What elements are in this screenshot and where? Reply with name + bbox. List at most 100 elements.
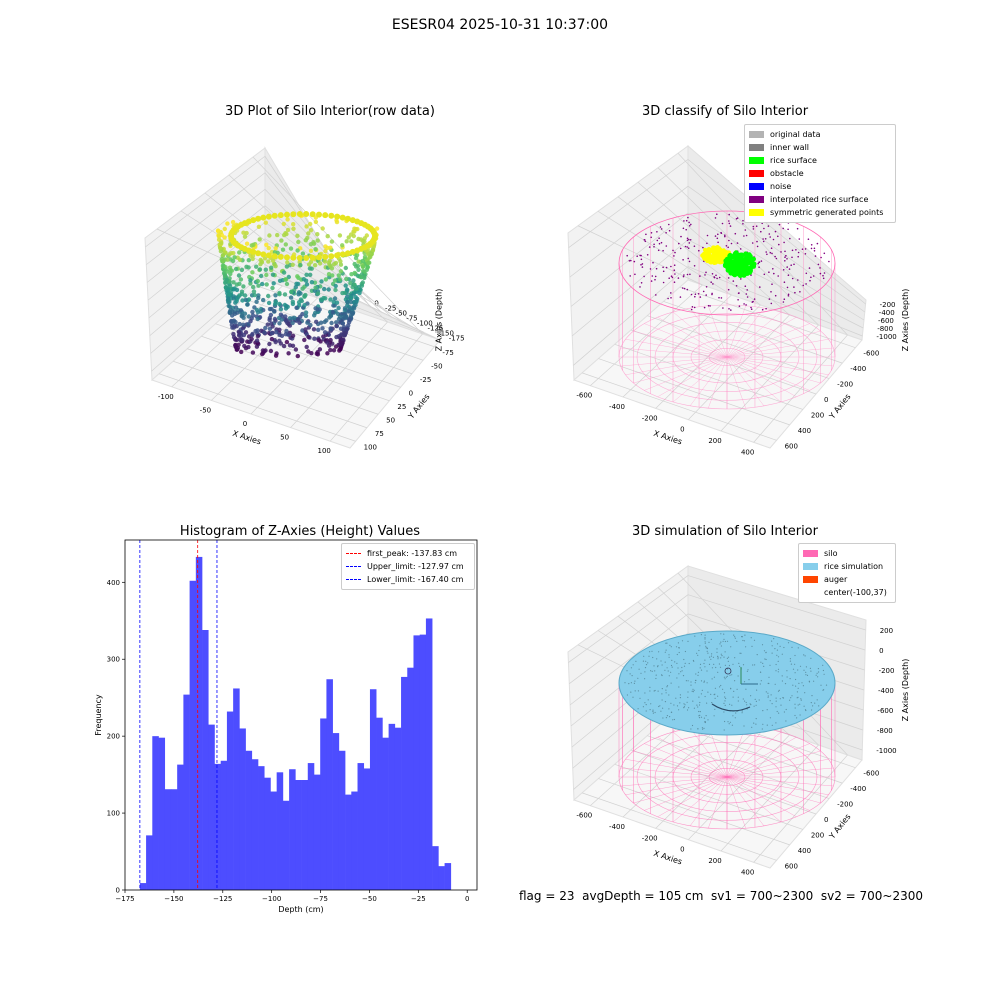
p4-rice-mesh-point — [720, 653, 722, 655]
p4-rice-mesh-point — [711, 653, 713, 655]
p4-rice-mesh-point — [659, 705, 661, 707]
p1-data-point — [288, 246, 294, 251]
p4-rice-mesh-point — [644, 667, 647, 669]
p1-data-point — [240, 298, 245, 303]
p1-data-point — [241, 284, 246, 289]
p4-rice-mesh-point — [704, 638, 706, 640]
p1-data-point — [270, 272, 276, 277]
p1-ztick-label: -75 — [406, 315, 417, 323]
p1-data-point — [315, 307, 320, 312]
p4-rice-mesh-point — [704, 695, 706, 698]
p1-data-point — [269, 331, 275, 336]
p4-rice-mesh-point — [809, 667, 812, 670]
p1-rim-point — [316, 211, 322, 218]
p4-rice-mesh-point — [678, 686, 680, 688]
p4-rice-mesh-point — [731, 674, 733, 676]
panel2-title: 3D classify of Silo Interior — [641, 104, 809, 119]
p4-xtick-label: -400 — [609, 823, 625, 831]
p4-rice-mesh-point — [822, 664, 824, 666]
p1-xgrid-wall — [228, 174, 388, 323]
p4-rice-mesh-point — [710, 658, 712, 660]
p4-rice-mesh-point — [823, 673, 825, 675]
p2-zgrid — [569, 185, 689, 278]
p4-rice-mesh-point — [660, 660, 662, 662]
p1-data-point — [273, 246, 278, 251]
p4-rice-mesh-point — [734, 680, 736, 682]
p1-data-point — [288, 295, 294, 300]
p2-silo-spoke — [726, 338, 829, 358]
p1-data-point — [325, 340, 330, 345]
p1-data-point — [325, 234, 330, 239]
p1-data-point — [295, 317, 301, 322]
p4-rice-mesh-point — [717, 655, 719, 658]
p1-data-point — [272, 309, 277, 314]
p1-data-point — [342, 308, 348, 313]
p4-rice-mesh-point — [687, 680, 689, 682]
p1-rim-point — [284, 211, 290, 218]
p1-data-point — [255, 316, 260, 322]
p4-rice-mesh-point — [765, 651, 767, 654]
p1-data-point — [282, 292, 288, 297]
p4-rice-mesh-point — [738, 662, 740, 665]
p1-data-point — [308, 248, 314, 253]
p4-rice-mesh-point — [665, 689, 667, 691]
p4-rice-mesh-point — [705, 645, 707, 647]
p4-rice-mesh-point — [714, 687, 717, 689]
p1-xtick-label: 0 — [243, 420, 247, 428]
p4-rice-mesh-point — [797, 647, 799, 649]
p1-data-point — [290, 262, 295, 267]
p1-data-point — [241, 230, 246, 235]
p4-rice-mesh-point — [787, 642, 790, 644]
p4-ytick-label: 200 — [811, 831, 824, 839]
p1-data-point — [308, 228, 314, 233]
p1-rim-point — [250, 217, 257, 224]
p1-data-point — [295, 353, 300, 359]
p4-rice-mesh-point — [665, 642, 667, 644]
p4-rice-mesh-point — [751, 726, 753, 728]
p4-rice-mesh-point — [754, 664, 756, 666]
p4-rice-mesh-point — [733, 690, 735, 693]
p1-data-point — [315, 291, 321, 296]
p1-rim-point — [334, 213, 341, 220]
p1-data-point — [250, 309, 255, 315]
p1-data-point — [254, 307, 260, 313]
p1-data-point — [239, 349, 244, 355]
p4-ytick-label: 400 — [798, 847, 811, 855]
p4-rice-mesh-point — [706, 650, 708, 652]
p4-rice-mesh-point — [729, 674, 731, 676]
p1-data-point — [277, 290, 282, 296]
p4-rice-mesh-point — [633, 682, 636, 685]
p4-rice-mesh-point — [708, 641, 710, 644]
p1-data-point — [303, 327, 308, 332]
p1-data-point — [233, 305, 239, 310]
p1-data-point — [309, 351, 314, 356]
p4-rice-mesh-point — [767, 696, 769, 698]
p1-data-point — [325, 245, 330, 251]
p4-rice-mesh-point — [700, 669, 703, 671]
p4-rice-mesh-point — [717, 671, 719, 673]
p4-rice-mesh-point — [649, 690, 651, 692]
p1-data-point — [252, 292, 257, 298]
p4-rice-mesh-point — [769, 664, 771, 666]
p4-ztick-label: 0 — [879, 647, 883, 655]
p1-data-point — [348, 281, 353, 286]
p1-zgrid — [264, 238, 414, 328]
p4-rice-mesh-point — [744, 700, 746, 702]
p4-rice-mesh-point — [815, 674, 817, 676]
p4-rice-mesh-point — [744, 634, 746, 636]
p4-rice-mesh-point — [711, 667, 714, 669]
p2-interp-point — [668, 223, 670, 226]
p4-rice-mesh-point — [696, 704, 698, 706]
p4-rice-mesh-point — [687, 696, 689, 698]
p4-rice-mesh-point — [723, 692, 726, 694]
p1-data-point — [295, 248, 300, 253]
p1-data-point — [233, 343, 238, 348]
p1-data-point — [330, 310, 336, 315]
p2-interp-point — [782, 269, 785, 271]
p2-floor-pane — [573, 279, 863, 449]
p1-data-point — [276, 315, 282, 321]
p4-rice-mesh-point — [634, 680, 636, 682]
p4-rice-mesh-point — [704, 721, 707, 723]
p1-zgrid — [150, 254, 266, 354]
p1-rim-point — [271, 212, 278, 219]
